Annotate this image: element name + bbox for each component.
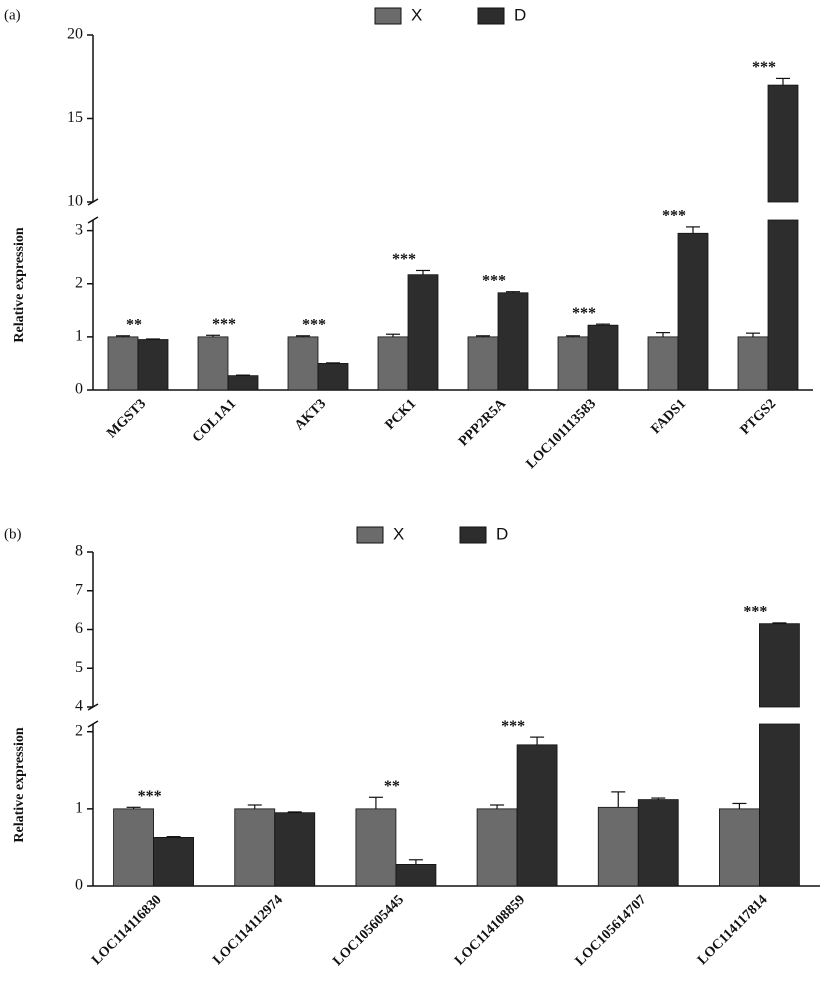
legend-swatch xyxy=(477,7,505,25)
significance: ** xyxy=(126,316,142,333)
significance: *** xyxy=(212,316,236,333)
significance: *** xyxy=(662,208,686,225)
bar xyxy=(407,274,439,391)
y-tick-label: 1 xyxy=(75,800,83,817)
bar xyxy=(467,336,499,391)
panel-label: (b) xyxy=(4,526,22,542)
significance: ** xyxy=(384,778,400,795)
legend-label: X xyxy=(411,5,422,24)
x-tick-label: AKT3 xyxy=(292,396,329,433)
bar xyxy=(395,864,437,887)
y-tick-label: 10 xyxy=(67,193,83,210)
bar xyxy=(317,363,349,391)
x-tick-label: PCK1 xyxy=(383,396,419,432)
y-tick-label: 0 xyxy=(75,877,83,894)
significance: *** xyxy=(572,305,596,322)
y-tick-label: 20 xyxy=(67,26,83,43)
bar xyxy=(227,375,259,391)
bar xyxy=(107,336,139,391)
x-tick-label: FADS1 xyxy=(648,396,689,437)
legend-label: D xyxy=(514,5,526,24)
bar xyxy=(137,339,169,391)
significance: *** xyxy=(501,718,525,735)
axis-break xyxy=(87,720,99,728)
significance: *** xyxy=(752,59,776,76)
significance: *** xyxy=(743,604,767,621)
bar xyxy=(557,336,589,391)
bar xyxy=(647,336,679,391)
bar xyxy=(153,837,194,887)
significance: *** xyxy=(138,788,162,805)
bar xyxy=(274,812,316,887)
y-tick-label: 7 xyxy=(75,581,83,598)
bar xyxy=(476,808,518,887)
bar xyxy=(355,808,397,887)
x-tick-label: LOC114108859 xyxy=(452,892,528,968)
y-axis-label: Relative expression xyxy=(12,227,27,342)
bar xyxy=(197,336,229,391)
bar xyxy=(287,336,319,391)
y-tick-label: 4 xyxy=(75,698,83,715)
legend-swatch xyxy=(356,526,384,544)
bar xyxy=(597,806,639,887)
bar xyxy=(759,623,800,708)
significance: *** xyxy=(302,316,326,333)
significance: *** xyxy=(482,272,506,289)
y-tick-label: 15 xyxy=(67,109,83,126)
y-axis-label: Relative expression xyxy=(12,727,27,842)
y-tick-label: 6 xyxy=(75,620,83,637)
legend-label: X xyxy=(393,524,404,543)
y-tick-label: 8 xyxy=(75,543,83,560)
y-tick-label: 3 xyxy=(75,221,83,238)
bar xyxy=(377,336,409,391)
y-tick-label: 2 xyxy=(75,274,83,291)
x-tick-label: LOC105614707 xyxy=(573,892,650,969)
bar xyxy=(759,723,800,887)
bar xyxy=(497,292,529,391)
bar xyxy=(719,808,760,887)
bar xyxy=(234,808,276,887)
panel-label: (a) xyxy=(4,7,21,23)
x-tick-label: LOC114112974 xyxy=(210,892,286,968)
x-tick-label: PTGS2 xyxy=(738,396,779,437)
legend-swatch xyxy=(459,526,487,544)
x-tick-label: MGST3 xyxy=(104,396,149,441)
bar xyxy=(587,324,619,391)
x-tick-label: LOC105605445 xyxy=(330,892,407,969)
x-tick-label: LOC114116830 xyxy=(89,892,165,968)
axis-break xyxy=(87,216,99,224)
bar xyxy=(637,799,679,887)
y-tick-label: 5 xyxy=(75,659,83,676)
x-tick-label: LOC114117814 xyxy=(695,892,771,968)
bar xyxy=(113,808,154,887)
x-tick-label: COL1A1 xyxy=(190,396,239,445)
bar xyxy=(677,232,709,391)
significance: *** xyxy=(392,251,416,268)
x-tick-label: PPP2R5A xyxy=(456,396,510,450)
y-tick-label: 1 xyxy=(75,328,83,345)
legend-swatch xyxy=(374,7,402,25)
bar xyxy=(767,84,799,203)
bar xyxy=(516,744,558,887)
x-tick-label: LOC101113583 xyxy=(524,396,600,472)
bar xyxy=(737,336,769,391)
y-tick-label: 2 xyxy=(75,722,83,739)
bar xyxy=(767,219,799,391)
y-tick-label: 0 xyxy=(75,381,83,398)
legend-label: D xyxy=(496,524,508,543)
